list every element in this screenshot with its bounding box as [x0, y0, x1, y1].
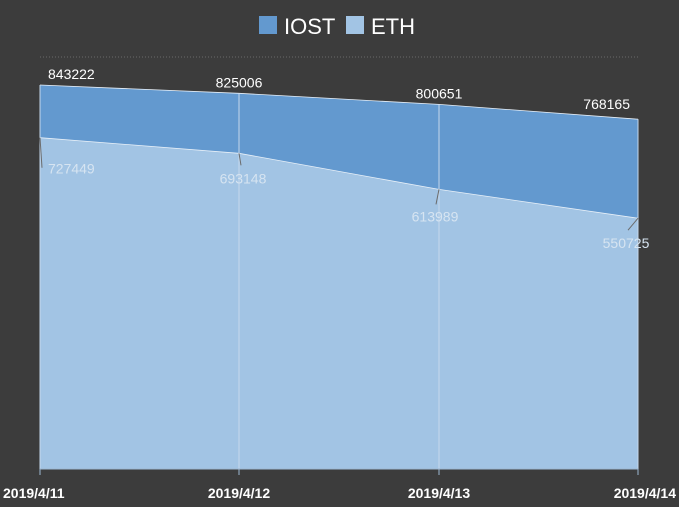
legend-label-iost: IOST: [284, 14, 335, 39]
label-leader-line: [39, 137, 43, 168]
label-leader-line: [238, 153, 242, 166]
data-label-iost: 800651: [416, 85, 463, 101]
series-line-eth: [39, 137, 639, 219]
x-tick-label: 2019/4/13: [408, 485, 470, 501]
data-label-iost: 768165: [583, 96, 630, 112]
x-tick-label: 2019/4/12: [208, 485, 270, 501]
label-leader-line: [435, 189, 440, 205]
x-axis: 2019/4/11 2019/4/12 2019/4/13 2019/4/14: [3, 468, 676, 501]
data-label-iost: 825006: [216, 74, 263, 90]
series-line-iost: [39, 84, 639, 120]
legend: IOST ETH: [259, 14, 415, 39]
value-labels: 843222 825006 800651 768165 727449 693148 6139…: [39, 66, 650, 251]
legend-swatch-eth: [346, 16, 364, 34]
legend-label-eth: ETH: [371, 14, 415, 39]
legend-swatch-iost: [259, 16, 277, 34]
category-lines: [39, 85, 639, 469]
area-layer: [39, 84, 639, 469]
x-tick-label: 2019/4/14: [614, 485, 676, 501]
data-label-eth: 613989: [412, 208, 459, 224]
data-label-iost: 843222: [48, 66, 95, 82]
x-tick-label: 2019/4/11: [3, 485, 65, 501]
data-label-eth: 693148: [220, 170, 267, 186]
label-leader-line: [627, 217, 639, 231]
area-eth: [40, 137, 638, 469]
data-label-eth: 550725: [603, 235, 650, 251]
data-label-eth: 727449: [48, 161, 95, 177]
